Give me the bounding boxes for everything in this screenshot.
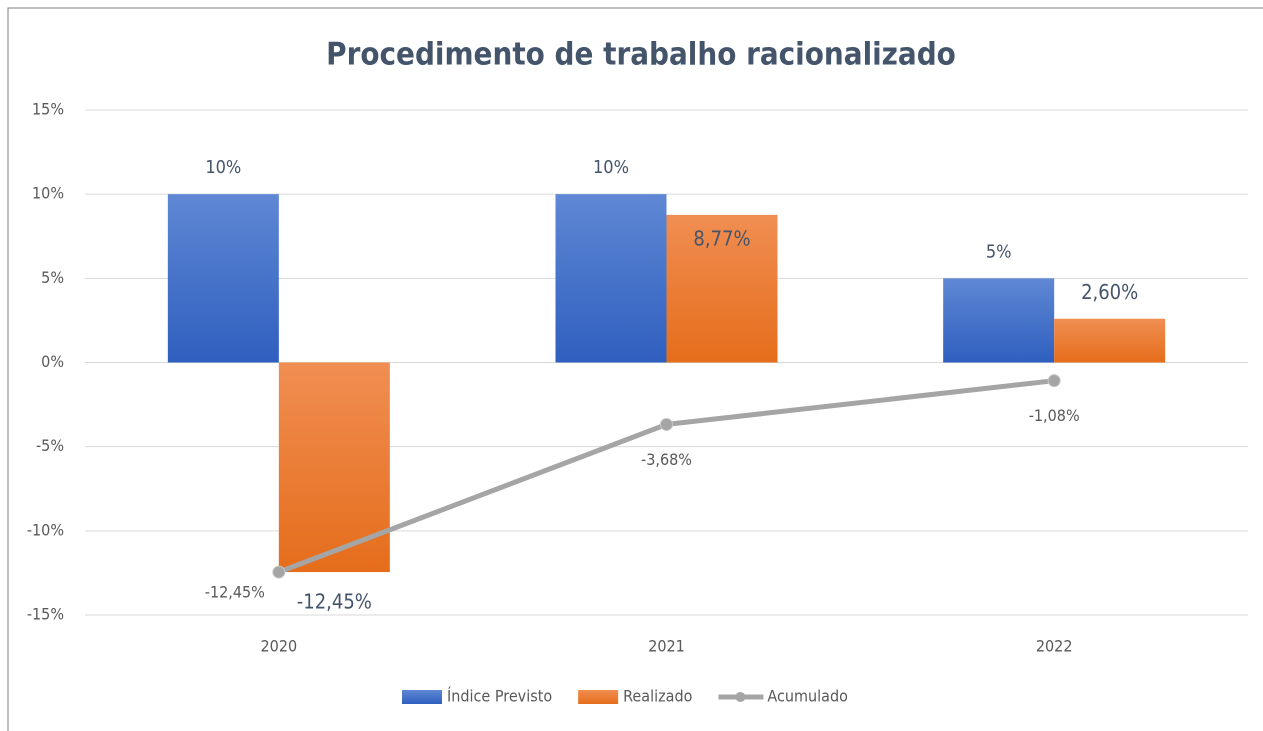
y-tick-label: 0%	[41, 352, 64, 371]
y-tick-label: 15%	[32, 100, 64, 119]
bar	[167, 194, 279, 363]
y-tick-label: -10%	[27, 520, 64, 539]
data-label: -12,45%	[205, 583, 265, 602]
bar	[555, 194, 667, 363]
legend-label: Índice Previsto	[447, 687, 552, 706]
legend-swatch	[402, 690, 442, 704]
line-marker	[272, 565, 286, 579]
data-label: 2,60%	[1081, 280, 1138, 304]
x-tick-label: 2022	[1036, 637, 1073, 656]
bar	[943, 278, 1055, 363]
line-marker	[660, 417, 673, 431]
data-label: -1,08%	[1029, 406, 1080, 425]
bar	[666, 214, 778, 363]
x-tick-label: 2020	[261, 637, 298, 656]
data-label: 10%	[593, 157, 629, 178]
bar	[1054, 318, 1166, 363]
legend-label: Acumulado	[767, 687, 848, 706]
x-tick-label: 2021	[648, 637, 685, 656]
line	[276, 378, 1057, 575]
line-marker	[1047, 374, 1061, 388]
legend-swatch	[578, 690, 619, 704]
chart-title: Procedimento de trabalho racionalizado	[326, 37, 956, 73]
y-tick-label: -15%	[27, 605, 64, 624]
legend-marker	[735, 692, 746, 702]
legend-label: Realizado	[623, 687, 692, 706]
y-tick-label: 5%	[41, 268, 64, 287]
data-label: 8,77%	[693, 226, 750, 250]
data-label: -12,45%	[297, 590, 372, 614]
data-label: 5%	[986, 241, 1012, 262]
y-tick-label: -5%	[36, 436, 64, 455]
data-label: 10%	[205, 157, 241, 178]
bar	[278, 362, 390, 573]
data-label: -3,68%	[641, 450, 692, 469]
y-tick-label: 10%	[32, 184, 64, 203]
chart-border	[7, 7, 1263, 731]
